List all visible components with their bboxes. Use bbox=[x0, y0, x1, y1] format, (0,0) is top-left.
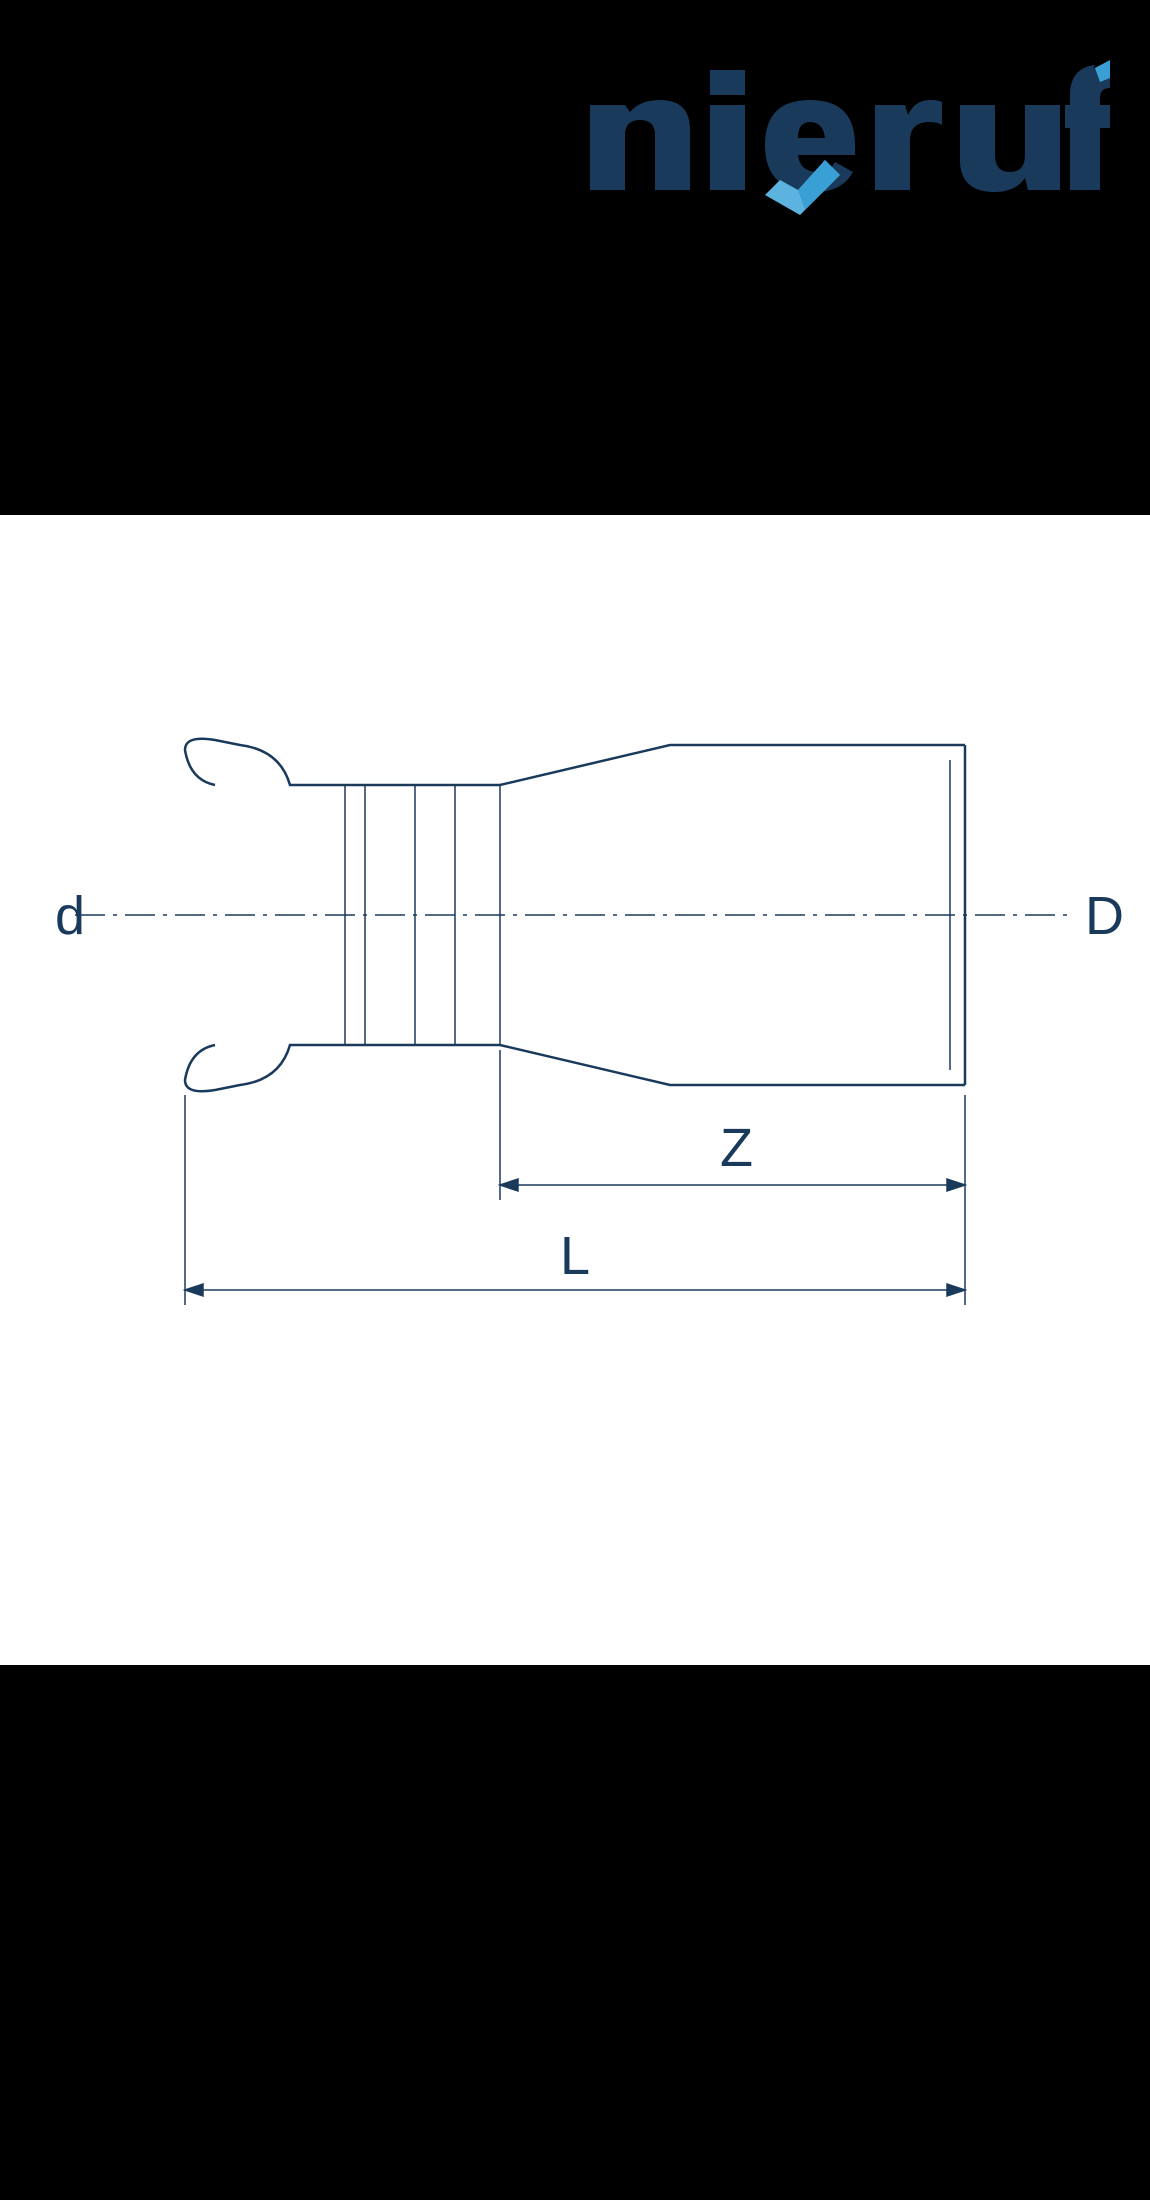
label-D-big: D bbox=[1085, 885, 1124, 947]
brand-logo bbox=[570, 60, 1110, 220]
logo-text-group bbox=[590, 65, 1110, 192]
label-Z: Z bbox=[720, 1117, 753, 1179]
technical-diagram: d D Z L bbox=[0, 515, 1150, 1665]
label-L: L bbox=[560, 1225, 590, 1287]
label-d: d bbox=[55, 885, 85, 947]
